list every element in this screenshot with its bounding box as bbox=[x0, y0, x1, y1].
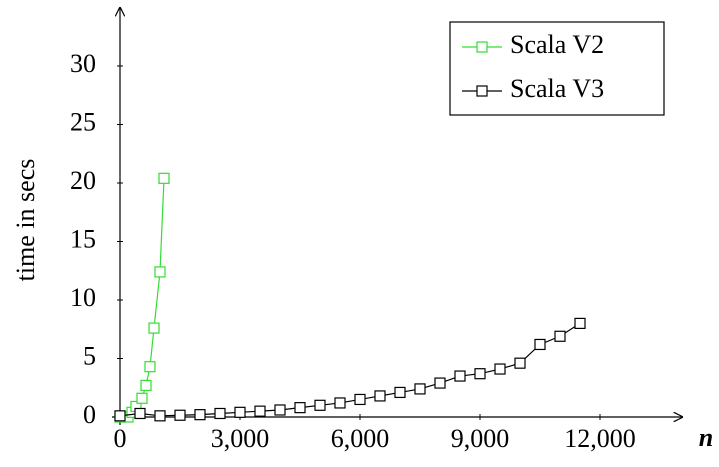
point bbox=[534, 338, 546, 351]
point bbox=[144, 361, 156, 373]
point bbox=[294, 402, 306, 414]
point bbox=[136, 392, 148, 404]
point bbox=[454, 370, 466, 382]
point bbox=[474, 368, 486, 380]
legend-label: Scala V3 bbox=[510, 74, 604, 103]
point bbox=[148, 322, 160, 334]
x-tick-label: 9,000 bbox=[451, 424, 510, 453]
y-tick-label: 10 bbox=[70, 283, 96, 312]
legend-box bbox=[449, 21, 665, 116]
x-tick-label: 6,000 bbox=[331, 424, 390, 453]
x-tick-label: 3,000 bbox=[211, 424, 270, 453]
point bbox=[554, 330, 566, 342]
point bbox=[154, 410, 166, 422]
y-tick-label: 30 bbox=[70, 49, 96, 78]
x-tick-label: 0 bbox=[114, 424, 127, 453]
point bbox=[274, 404, 286, 416]
point bbox=[394, 386, 406, 399]
point bbox=[194, 409, 206, 421]
point bbox=[114, 410, 126, 422]
point bbox=[158, 172, 170, 184]
y-tick-label: 25 bbox=[70, 107, 96, 136]
point bbox=[334, 397, 346, 409]
point bbox=[434, 377, 446, 389]
point bbox=[214, 407, 226, 420]
point bbox=[234, 406, 246, 418]
y-axis-label: time in secs bbox=[11, 159, 40, 282]
legend-marker bbox=[476, 41, 488, 53]
point bbox=[154, 266, 166, 278]
point bbox=[354, 393, 366, 406]
point bbox=[514, 357, 526, 369]
y-tick-label: 5 bbox=[83, 341, 96, 370]
legend-label: Scala V2 bbox=[510, 30, 604, 59]
point bbox=[254, 405, 266, 417]
point bbox=[134, 407, 146, 420]
point bbox=[414, 383, 426, 395]
point bbox=[494, 363, 506, 375]
y-tick-label: 0 bbox=[83, 400, 96, 429]
legend-marker bbox=[476, 85, 488, 97]
y-tick-label: 20 bbox=[70, 166, 96, 195]
x-axis-label: n bbox=[699, 423, 713, 452]
y-tick-label: 15 bbox=[70, 224, 96, 253]
series-line bbox=[119, 322, 581, 417]
point bbox=[174, 409, 186, 421]
point bbox=[574, 317, 586, 329]
point bbox=[374, 390, 386, 402]
point bbox=[140, 379, 152, 392]
point bbox=[314, 399, 326, 411]
legend: Scala V2 Scala V3 bbox=[449, 21, 665, 116]
x-tick-label: 12,000 bbox=[564, 424, 636, 453]
